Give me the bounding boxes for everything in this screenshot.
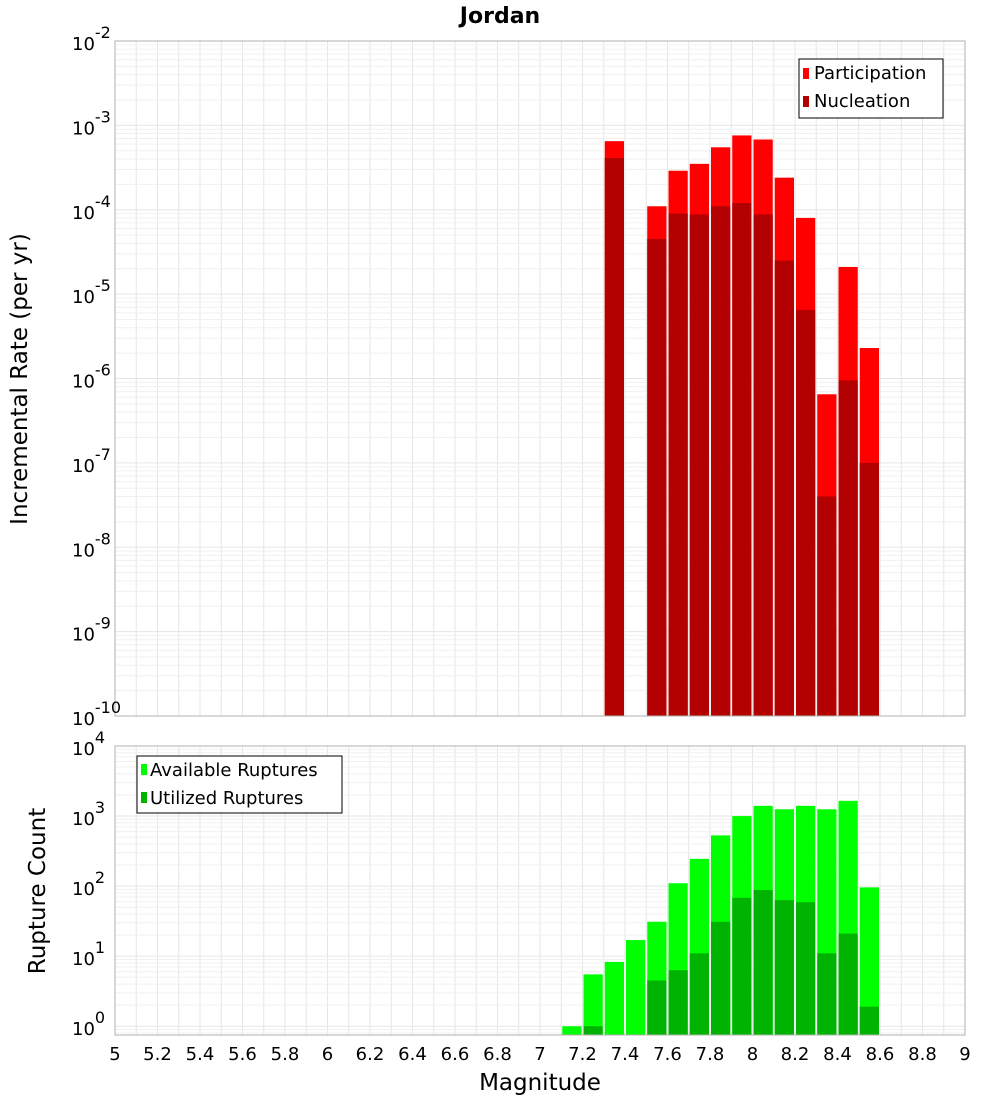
x-axis-label: Magnitude [479, 1070, 601, 1096]
nucleation-bar [732, 203, 752, 716]
nucleation-bar [753, 214, 773, 717]
nucleation-legend-swatch [803, 96, 809, 107]
nucleation-bar [859, 462, 879, 716]
x-tick-label: 5.2 [143, 1044, 172, 1065]
utilized-bar [774, 900, 794, 1035]
y-tick-label: 104 [72, 728, 105, 760]
y-tick-label: 100 [72, 1008, 105, 1040]
y-tick-label: 10-9 [72, 614, 111, 646]
utilized-bar [753, 890, 773, 1035]
utilized-bars [583, 890, 879, 1035]
nucleation-bar [774, 260, 794, 716]
rupture-y-ticks: 100 101 102 103 104 [72, 728, 105, 1040]
x-tick-label: 8.4 [823, 1044, 852, 1065]
utilized-bar [817, 953, 837, 1035]
chart-title: Jordan [458, 4, 540, 29]
x-tick-label: 8.8 [908, 1044, 937, 1065]
x-tick-label: 8.2 [781, 1044, 810, 1065]
y-tick-label: 102 [72, 868, 105, 900]
x-tick-label: 5.6 [228, 1044, 257, 1065]
x-tick-label: 7.2 [568, 1044, 597, 1065]
y-tick-label: 10-6 [72, 361, 111, 393]
available-bar [583, 974, 603, 1035]
participation-legend-label: Participation [814, 63, 926, 84]
y-tick-label: 10-2 [72, 23, 111, 55]
y-tick-label: 10-7 [72, 445, 111, 477]
y-tick-label: 10-8 [72, 529, 111, 561]
nucleation-bar [668, 213, 688, 717]
utilized-bar [668, 970, 688, 1035]
utilized-bar [859, 1006, 879, 1035]
nucleation-bar [817, 496, 837, 716]
available-bar [626, 940, 646, 1035]
available-bar [859, 887, 879, 1035]
nucleation-legend-label: Nucleation [814, 91, 910, 112]
x-tick-label: 7.4 [611, 1044, 640, 1065]
utilized-bar [796, 902, 816, 1035]
nucleation-bar [689, 214, 709, 717]
nucleation-bar [604, 158, 624, 716]
x-tick-label: 6.6 [441, 1044, 470, 1065]
utilized-bar [711, 921, 731, 1035]
available-legend-label: Available Ruptures [150, 760, 318, 781]
y-tick-label: 103 [72, 798, 105, 830]
y-tick-label: 10-5 [72, 276, 111, 308]
magnitude-x-ticks: 5 5.2 5.4 5.6 5.8 6 6.2 6.4 6.6 6.8 7 7.2 7.4 7.6 7.8 8… [109, 1044, 970, 1065]
x-tick-label: 6.4 [398, 1044, 427, 1065]
utilized-bar [647, 980, 667, 1035]
x-tick-label: 8 [747, 1044, 758, 1065]
rate-chart-grid [114, 40, 966, 717]
rupture-y-axis-label: Rupture Count [25, 808, 51, 974]
available-bar [604, 961, 624, 1035]
utilized-bar [732, 897, 752, 1035]
x-tick-label: 7.8 [696, 1044, 725, 1065]
rupture-legend: Available Ruptures Utilized Ruptures [136, 755, 343, 814]
x-tick-label: 5 [109, 1044, 120, 1065]
y-tick-label: 10-10 [72, 698, 121, 730]
y-tick-label: 10-3 [72, 107, 111, 139]
x-tick-label: 6.2 [356, 1044, 385, 1065]
x-tick-label: 6 [322, 1044, 333, 1065]
rate-y-axis-label: Incremental Rate (per yr) [7, 233, 33, 525]
rate-chart-frame [114, 40, 966, 717]
nucleation-bar [796, 309, 816, 716]
participation-legend-swatch [803, 68, 809, 79]
y-tick-label: 10-4 [72, 192, 111, 224]
utilized-bar [838, 933, 858, 1035]
x-tick-label: 5.8 [271, 1044, 300, 1065]
rupture-chart: 100 101 102 103 104 5 5.2 5.4 5.6 5.8 6 6.2 6.4 6.6 6… [25, 728, 971, 1096]
rupture-chart-frame [114, 745, 966, 1036]
nucleation-bar [838, 380, 858, 716]
utilized-legend-label: Utilized Ruptures [150, 788, 303, 809]
x-tick-label: 7.6 [653, 1044, 682, 1065]
utilized-legend-swatch [141, 792, 147, 803]
rupture-legend-box [136, 755, 343, 814]
rate-y-ticks: 10-10 10-9 10-8 10-7 10-6 10-5 10-4 10-3 10-2 [72, 23, 121, 730]
nucleation-bars [604, 158, 879, 717]
x-tick-label: 5.4 [186, 1044, 215, 1065]
rate-legend: Participation Nucleation [798, 58, 944, 119]
x-tick-label: 6.8 [483, 1044, 512, 1065]
nucleation-bar [647, 239, 667, 716]
y-tick-label: 101 [72, 938, 105, 970]
rate-chart: Jordan 10-10 10-9 10-8 10-7 10-6 10-5 10-4 10-3… [7, 4, 966, 730]
available-bar [562, 1026, 582, 1035]
available-legend-swatch [141, 764, 147, 775]
x-tick-label: 7 [534, 1044, 545, 1065]
nucleation-bar [711, 206, 731, 716]
x-tick-label: 9 [959, 1044, 970, 1065]
rate-legend-box [798, 58, 944, 119]
utilized-bar [689, 953, 709, 1035]
utilized-bar [583, 1026, 603, 1035]
x-tick-label: 8.6 [866, 1044, 895, 1065]
